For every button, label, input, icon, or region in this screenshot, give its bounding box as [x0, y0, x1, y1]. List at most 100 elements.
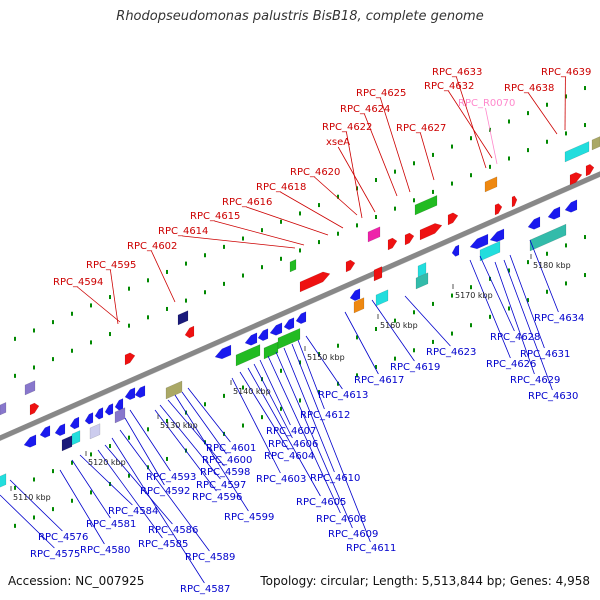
tick-mark: [52, 507, 54, 512]
tick-mark: [71, 498, 73, 503]
kbp-label: 5180 kbp: [533, 261, 571, 270]
leader-line: [529, 239, 559, 313]
gene-label-rpc_4624: RPC_4624: [340, 104, 390, 115]
kbp-label: 5160 kbp: [380, 321, 418, 330]
gene-label-rpc_4618: RPC_4618: [256, 182, 306, 193]
gene-box: [89, 423, 101, 440]
gene-box: [529, 223, 567, 252]
kbp-label: 5150 kbp: [307, 353, 345, 362]
backbone-line: [0, 171, 600, 441]
tick-mark: [33, 477, 35, 482]
tick-mark: [565, 94, 567, 99]
gene-arrow: [295, 311, 307, 325]
tick-mark: [432, 152, 434, 157]
tick-mark: [527, 111, 529, 116]
tick-mark: [375, 327, 377, 331]
tick-mark: [394, 318, 396, 323]
gene-label-rpc_4606: RPC_4606: [268, 439, 318, 450]
leader-line: [456, 76, 487, 169]
gene-arrow: [349, 288, 361, 302]
tick-mark: [527, 148, 529, 153]
gene-label-rpc_4634: RPC_4634: [534, 313, 584, 324]
leader-line: [231, 377, 281, 474]
leader-line: [0, 494, 55, 549]
leader-line: [344, 311, 379, 375]
tick-mark: [584, 123, 586, 128]
gene-label-rpc_4581: RPC_4581: [86, 519, 136, 530]
gene-label-rpc_4576: RPC_4576: [38, 532, 88, 543]
kbp-layer: 5110 kbp 5120 kbp 5130 kbp 5140 kbp 5150 kbp…: [10, 254, 571, 502]
tick-mark: [489, 276, 491, 281]
tick-mark: [318, 390, 320, 395]
gene-arrow: [54, 423, 66, 437]
tick-mark: [242, 273, 244, 278]
tick-mark: [52, 357, 54, 362]
tick-mark: [33, 328, 35, 333]
tick-mark: [147, 427, 149, 432]
tick-mark: [565, 131, 567, 136]
backbone-layer: [0, 171, 600, 442]
leader-line: [124, 417, 165, 486]
tick-mark: [451, 181, 453, 186]
gene-label-rpc_4625: RPC_4625: [356, 88, 406, 99]
tick-mark: [90, 340, 92, 345]
gene-label-xsea: xseA: [326, 137, 350, 148]
gene-label-rpc_4603: RPC_4603: [256, 474, 306, 485]
tick-mark: [128, 286, 130, 291]
leader-line: [275, 351, 353, 529]
gene-box: [71, 430, 81, 446]
kbp-label: 5140 kbp: [233, 387, 271, 396]
leader-line: [314, 176, 358, 216]
tick-mark: [166, 269, 168, 274]
gene-label-rpc_4638: RPC_4638: [504, 83, 554, 94]
gene-arrow: [257, 328, 269, 342]
leader-line: [283, 347, 335, 473]
leader-line: [448, 90, 493, 159]
tick-mark: [470, 323, 472, 328]
tick-mark: [394, 356, 396, 361]
tick-mark: [14, 336, 16, 341]
tick-mark: [432, 339, 434, 344]
leader-line: [479, 255, 515, 332]
gene-arrow: [283, 317, 295, 331]
gene-label-rpc_4631: RPC_4631: [520, 349, 570, 360]
leader-line: [420, 132, 435, 181]
gene-arrow: [527, 216, 541, 230]
tick-mark: [299, 398, 301, 403]
gene-box: [415, 272, 429, 290]
gene-label-rpc_4587: RPC_4587: [180, 584, 230, 595]
gene-arrow: [124, 352, 136, 366]
kbp-label: 5110 kbp: [13, 493, 51, 502]
gene-label-rpc_4592: RPC_4592: [140, 486, 190, 497]
leader-line: [239, 371, 289, 451]
leader-line: [291, 343, 371, 543]
leader-line: [280, 191, 344, 229]
gene-label-rpc_4617: RPC_4617: [354, 375, 404, 386]
gene-arrow: [39, 425, 51, 439]
gene-box: [353, 297, 365, 314]
gene-label-rpc_4628: RPC_4628: [490, 332, 540, 343]
gene-label-rpc_4614: RPC_4614: [158, 226, 208, 237]
tick-mark: [337, 231, 339, 236]
gene-arrow: [299, 271, 331, 293]
gene-label-rpc_4608: RPC_4608: [316, 514, 366, 525]
leader-line: [485, 107, 498, 165]
tick-mark: [394, 169, 396, 174]
gene-arrow: [564, 199, 578, 213]
tick-mark: [71, 348, 73, 353]
gene-arrow: [447, 212, 459, 226]
leader-line: [9, 479, 63, 532]
gene-label-rpc_4605: RPC_4605: [296, 497, 346, 508]
gene-arrow: [419, 223, 443, 241]
gene-label-rpc_4633: RPC_4633: [432, 67, 482, 78]
tick-mark: [14, 373, 16, 378]
gene-arrow: [585, 163, 595, 177]
tick-mark: [147, 278, 149, 283]
tick-mark: [128, 323, 130, 328]
gene-box: [24, 380, 36, 396]
gene-box: [177, 310, 189, 326]
tick-mark: [109, 444, 111, 449]
gene-label-rpc_4632: RPC_4632: [424, 81, 474, 92]
tick-mark: [185, 261, 187, 266]
tick-mark: [33, 515, 35, 520]
